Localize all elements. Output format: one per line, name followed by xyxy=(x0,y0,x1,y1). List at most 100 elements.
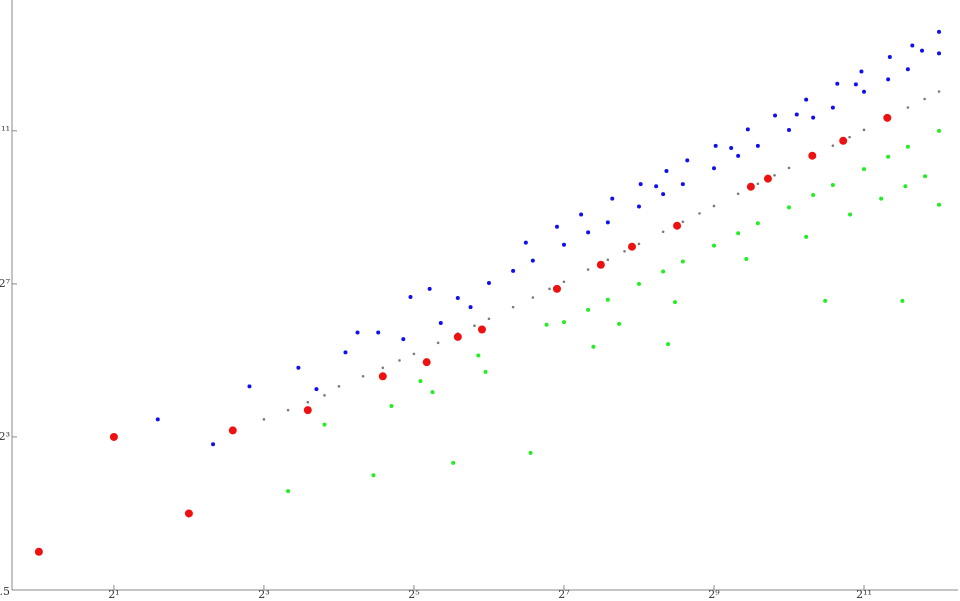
point xyxy=(830,182,835,187)
point xyxy=(862,167,867,172)
point xyxy=(831,144,835,147)
x-tick-label: 2⁹ xyxy=(708,588,720,601)
point xyxy=(900,298,905,303)
point xyxy=(355,330,360,335)
point xyxy=(376,330,381,335)
point xyxy=(314,387,319,392)
point xyxy=(773,113,778,118)
point xyxy=(744,256,749,261)
point xyxy=(637,242,641,246)
point xyxy=(661,230,665,234)
point xyxy=(661,269,666,274)
point xyxy=(736,153,741,158)
point xyxy=(561,320,566,325)
point xyxy=(322,422,327,427)
point xyxy=(654,184,659,189)
point xyxy=(698,212,701,215)
point xyxy=(886,154,891,159)
x-tick-label: 2¹¹ xyxy=(856,588,872,601)
point xyxy=(378,372,387,381)
point xyxy=(887,54,892,59)
point xyxy=(937,128,942,133)
point xyxy=(910,43,915,48)
point xyxy=(736,192,740,196)
point xyxy=(438,321,443,326)
point xyxy=(371,473,376,478)
point xyxy=(736,231,741,236)
point xyxy=(586,307,591,312)
point xyxy=(337,385,341,388)
point xyxy=(794,112,799,117)
point xyxy=(937,51,942,56)
point xyxy=(937,90,941,93)
point xyxy=(427,286,432,291)
point xyxy=(681,220,685,224)
x-tick-label: 2³ xyxy=(258,588,269,601)
y-tick-label: 0.5 xyxy=(0,585,10,598)
point xyxy=(361,374,365,378)
point xyxy=(883,113,892,122)
point xyxy=(905,67,910,72)
point xyxy=(552,284,561,293)
point xyxy=(451,460,456,465)
point xyxy=(666,342,671,347)
point xyxy=(296,365,301,370)
point xyxy=(862,89,867,94)
point xyxy=(903,184,908,189)
point xyxy=(430,390,435,395)
point xyxy=(804,97,809,102)
point xyxy=(879,196,884,201)
point xyxy=(862,128,866,132)
point xyxy=(627,242,636,251)
point xyxy=(389,404,394,409)
point xyxy=(34,547,43,556)
point xyxy=(453,332,462,341)
point xyxy=(685,158,690,163)
point xyxy=(937,202,942,207)
point xyxy=(596,260,605,269)
point xyxy=(262,418,266,421)
point xyxy=(712,204,716,208)
point xyxy=(412,352,416,356)
point xyxy=(745,127,750,132)
point xyxy=(323,394,326,397)
point xyxy=(923,97,926,101)
point xyxy=(548,287,551,291)
point xyxy=(920,48,925,53)
x-tick-label: 2¹ xyxy=(108,588,119,601)
point xyxy=(923,174,928,179)
point xyxy=(808,151,817,160)
point xyxy=(554,224,559,229)
point xyxy=(477,325,486,334)
point xyxy=(184,509,193,518)
point xyxy=(848,212,853,217)
point xyxy=(804,234,809,239)
point xyxy=(228,426,237,435)
point xyxy=(528,450,533,455)
point xyxy=(680,182,685,187)
point xyxy=(830,105,835,110)
point xyxy=(511,305,515,309)
point xyxy=(247,384,252,389)
point xyxy=(473,324,476,328)
point xyxy=(711,243,716,248)
point xyxy=(562,280,566,284)
point xyxy=(579,212,584,217)
point xyxy=(756,182,760,186)
point xyxy=(823,298,828,303)
point xyxy=(155,417,160,422)
point xyxy=(211,442,216,447)
point xyxy=(672,300,677,305)
point xyxy=(398,359,401,362)
point xyxy=(286,408,290,412)
point xyxy=(755,221,760,226)
y-tick-label: 2¹¹ xyxy=(0,124,10,137)
point xyxy=(530,258,535,263)
x-tick-label: 2⁷ xyxy=(558,588,570,601)
point xyxy=(455,296,460,301)
point xyxy=(787,127,792,132)
point xyxy=(401,337,406,342)
point xyxy=(638,182,643,187)
point xyxy=(636,204,641,209)
